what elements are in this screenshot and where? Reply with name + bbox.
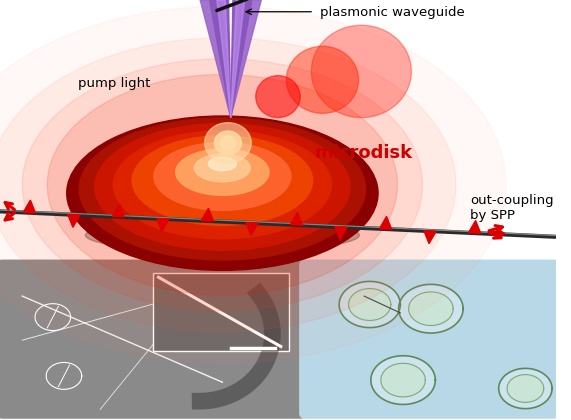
Circle shape [348,289,391,320]
Circle shape [409,292,453,326]
Ellipse shape [114,131,331,239]
Polygon shape [246,223,258,236]
Ellipse shape [311,25,412,118]
Ellipse shape [204,123,251,163]
FancyBboxPatch shape [153,273,289,351]
Ellipse shape [67,116,378,270]
Polygon shape [291,213,303,225]
Polygon shape [424,231,436,244]
Ellipse shape [286,46,359,113]
Polygon shape [231,0,262,118]
Polygon shape [210,0,231,118]
Polygon shape [335,227,347,239]
Polygon shape [231,0,244,118]
FancyBboxPatch shape [0,260,307,419]
Polygon shape [200,0,231,118]
Circle shape [339,281,400,328]
Text: pump light: pump light [78,78,150,90]
Text: plasmonic waveguide: plasmonic waveguide [320,6,464,19]
Polygon shape [23,200,35,213]
Polygon shape [468,220,481,234]
Circle shape [381,363,425,397]
Ellipse shape [86,218,359,252]
Polygon shape [112,204,124,217]
Text: out-coupling
by SPP: out-coupling by SPP [470,194,553,222]
Ellipse shape [214,131,242,155]
Polygon shape [231,0,252,118]
Ellipse shape [0,6,506,363]
Ellipse shape [47,74,397,295]
Ellipse shape [22,59,423,311]
Circle shape [507,375,544,402]
Text: microdisk: microdisk [314,144,412,162]
Circle shape [371,356,435,404]
Ellipse shape [194,154,251,182]
Ellipse shape [176,149,269,195]
Ellipse shape [220,136,236,150]
Polygon shape [157,218,169,231]
Ellipse shape [132,136,313,226]
Ellipse shape [95,123,350,250]
Circle shape [498,368,552,409]
Ellipse shape [0,38,456,332]
Ellipse shape [79,118,365,260]
FancyBboxPatch shape [299,260,560,419]
Ellipse shape [208,157,236,171]
Ellipse shape [256,76,300,118]
Polygon shape [202,208,214,221]
Polygon shape [379,216,392,229]
Circle shape [399,284,463,333]
Polygon shape [217,0,231,118]
Ellipse shape [154,142,291,210]
Polygon shape [68,215,80,227]
